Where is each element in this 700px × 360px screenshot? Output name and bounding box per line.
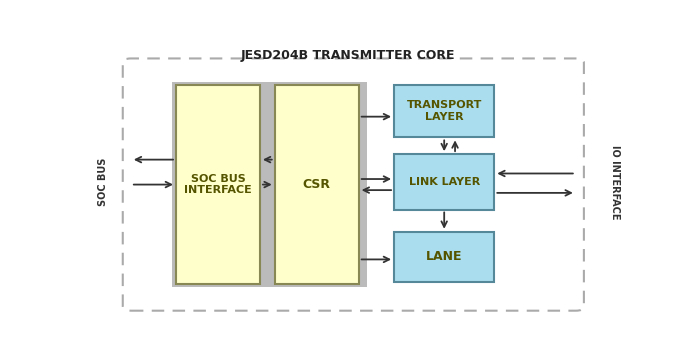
Bar bbox=[394, 85, 494, 138]
Text: LANE: LANE bbox=[426, 250, 463, 263]
Text: JESD204B TRANSMITTER CORE: JESD204B TRANSMITTER CORE bbox=[241, 49, 455, 62]
Text: TRANSPORT
LAYER: TRANSPORT LAYER bbox=[407, 100, 482, 122]
Text: CSR: CSR bbox=[302, 178, 330, 191]
Text: LINK LAYER: LINK LAYER bbox=[409, 177, 480, 187]
Text: SOC BUS: SOC BUS bbox=[98, 158, 108, 206]
Bar bbox=[394, 154, 494, 210]
Bar bbox=[394, 232, 494, 282]
Bar bbox=[172, 82, 367, 287]
Bar bbox=[176, 85, 260, 284]
Bar bbox=[274, 85, 359, 284]
Text: SOC BUS
INTERFACE: SOC BUS INTERFACE bbox=[184, 174, 252, 195]
Text: IO INTERFACE: IO INTERFACE bbox=[610, 145, 620, 219]
